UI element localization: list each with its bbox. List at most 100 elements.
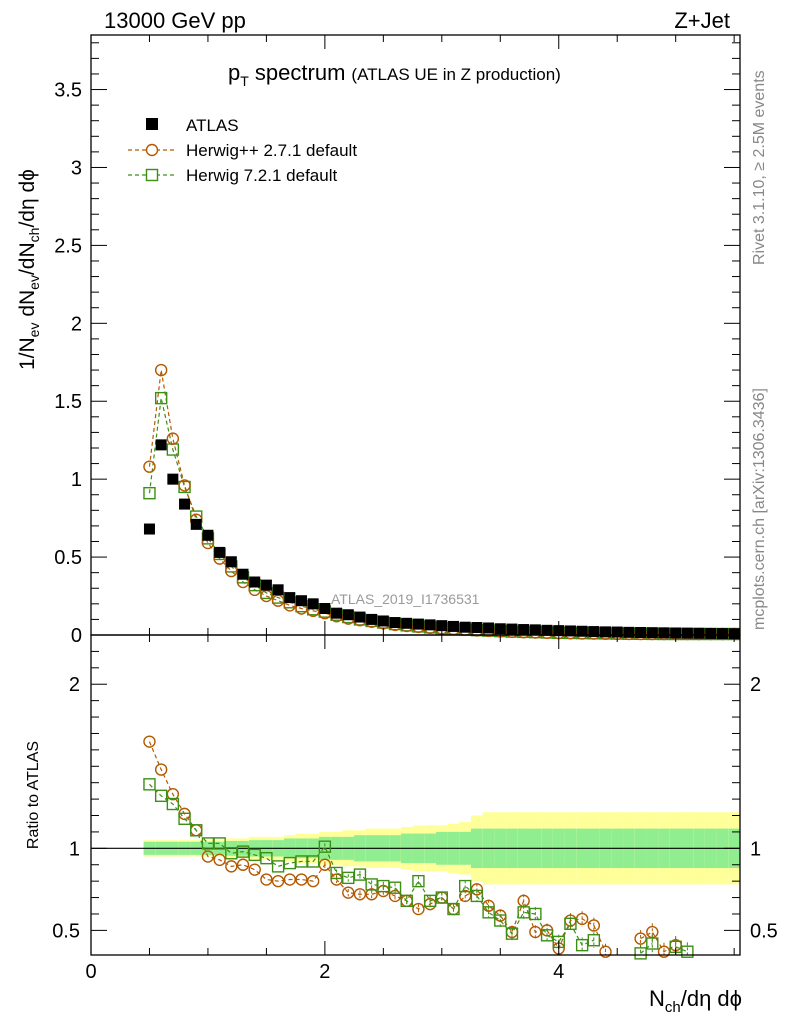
ratio-point-herwig7 (564, 917, 577, 931)
ratio-frame (90, 634, 741, 956)
ratio-axes: 0 2 4 0.5 0.5 1 1 2 2 (52, 635, 778, 983)
x-axis-label: Nch/dη dϕ (649, 986, 742, 1016)
main-point-atlas (295, 595, 307, 607)
ratio-point-herwigpp (412, 902, 425, 916)
ratio-point-herwig7 (318, 840, 332, 853)
ratio-point-herwig7 (435, 891, 449, 904)
x-tick-label: 0 (85, 961, 96, 983)
main-point-atlas (202, 529, 214, 541)
x-tick-label: 2 (319, 961, 330, 983)
ratio-point-herwigpp (342, 886, 355, 899)
mcplots-note: mcplots.cern.ch [arXiv:1306.3436] (751, 388, 768, 630)
ratio-point-herwigpp (365, 888, 378, 901)
ratio-point-herwig7 (681, 945, 694, 958)
rivet-note: Rivet 3.1.10, ≥ 2.5M events (751, 70, 768, 265)
ratio-point-herwigpp (599, 945, 612, 958)
x-tick-label: 4 (553, 961, 564, 983)
title-sub: T (240, 73, 249, 89)
main-point-atlas (623, 626, 635, 638)
ratio-point-herwig7 (400, 894, 413, 908)
main-point-atlas (600, 626, 612, 638)
main-y-tick-label: 1 (71, 469, 82, 491)
main-point-atlas (635, 627, 647, 639)
ratio-point-herwig7 (458, 879, 472, 893)
ratio-line-herwig7 (149, 783, 595, 946)
ratio-plot-panel: 0 2 4 0.5 0.5 1 1 2 2 (52, 634, 778, 983)
title-rest: spectrum (249, 60, 346, 85)
ratio-point-herwig7 (388, 881, 402, 894)
legend: ATLAS Herwig++ 2.7.1 default Herwig 7.2.… (128, 116, 357, 185)
main-y-label: 1/Nev dNev/dNch/dη dϕ (16, 169, 42, 370)
ratio-point-herwigpp (482, 899, 495, 912)
main-point-herwigpp (178, 479, 191, 492)
ratio-point-herwig7 (260, 851, 273, 865)
legend-herwig7-marker (145, 168, 159, 182)
ratio-point-herwig7 (646, 937, 659, 950)
ratio-point-herwig7 (529, 907, 542, 921)
main-point-atlas (436, 620, 448, 632)
main-point-atlas (412, 618, 424, 630)
ratio-point-herwig7 (190, 824, 203, 837)
main-point-atlas (319, 603, 331, 615)
main-point-atlas (588, 626, 600, 638)
main-point-herwigpp (271, 594, 285, 607)
main-point-herwigpp (166, 432, 180, 445)
ratio-point-herwigpp (213, 853, 226, 867)
ratio-y-tick-label-right: 1 (750, 838, 761, 860)
main-point-atlas (658, 627, 670, 639)
main-y-tick-label: 3.5 (54, 80, 82, 102)
main-point-atlas (143, 523, 155, 535)
main-point-atlas (167, 473, 179, 485)
main-point-atlas (471, 622, 483, 634)
ratio-point-herwig7 (412, 874, 425, 888)
main-y-tick-label: 0.5 (54, 547, 82, 569)
legend-atlas-label: ATLAS (186, 116, 239, 135)
ratio-point-herwig7 (353, 868, 367, 881)
main-y-tick-label: 2 (71, 313, 82, 335)
legend-herwigpp-label: Herwig++ 2.7.1 default (186, 141, 357, 160)
main-point-atlas (214, 546, 226, 558)
plot-title: pT spectrum (ATLAS UE in Z production) (228, 60, 561, 89)
legend-herwig7-label: Herwig 7.2.1 default (186, 166, 337, 185)
ratio-point-herwig7 (634, 947, 647, 960)
ratio-point-herwig7 (540, 929, 554, 942)
ratio-point-herwig7 (587, 934, 601, 947)
main-point-atlas (249, 576, 261, 588)
main-point-atlas (225, 556, 237, 568)
main-point-atlas (190, 518, 202, 530)
analysis-watermark: ATLAS_2019_I1736531 (331, 591, 480, 607)
main-y-tick-label: 1.5 (54, 391, 82, 413)
title-p: p (228, 60, 240, 85)
main-point-herwigpp (154, 363, 168, 377)
ratio-point-herwig7 (178, 812, 191, 825)
main-point-atlas (260, 579, 272, 591)
main-point-atlas (377, 615, 389, 627)
energy-label: 13000 GeV pp (104, 8, 246, 33)
main-point-atlas (576, 625, 588, 637)
ratio-y-tick-label-right: 0.5 (750, 920, 778, 942)
main-point-atlas (681, 627, 693, 639)
main-point-atlas (424, 619, 436, 631)
main-point-atlas (483, 622, 495, 634)
main-point-atlas (354, 611, 366, 623)
title-small: (ATLAS UE in Z production) (351, 65, 560, 84)
ratio-line-herwig7 (675, 946, 688, 953)
ratio-point-herwig7 (166, 797, 180, 811)
main-point-atlas (272, 584, 284, 596)
ratio-point-herwigpp (306, 874, 320, 888)
legend-atlas-marker (146, 118, 158, 130)
ratio-point-herwig7 (342, 871, 355, 885)
main-point-atlas (179, 498, 191, 510)
ratio-point-herwigpp (201, 850, 215, 863)
main-point-atlas (401, 617, 413, 629)
ratio-point-herwig7 (494, 914, 507, 927)
main-point-herwig7 (154, 391, 168, 405)
ratio-point-herwig7 (143, 778, 156, 791)
main-point-atlas (529, 624, 541, 636)
ratio-point-herwigpp (143, 735, 156, 748)
ratio-point-herwig7 (271, 860, 285, 873)
main-y-tick-label: 0 (71, 625, 82, 647)
ratio-point-herwig7 (505, 927, 519, 940)
main-point-atlas (448, 620, 460, 632)
